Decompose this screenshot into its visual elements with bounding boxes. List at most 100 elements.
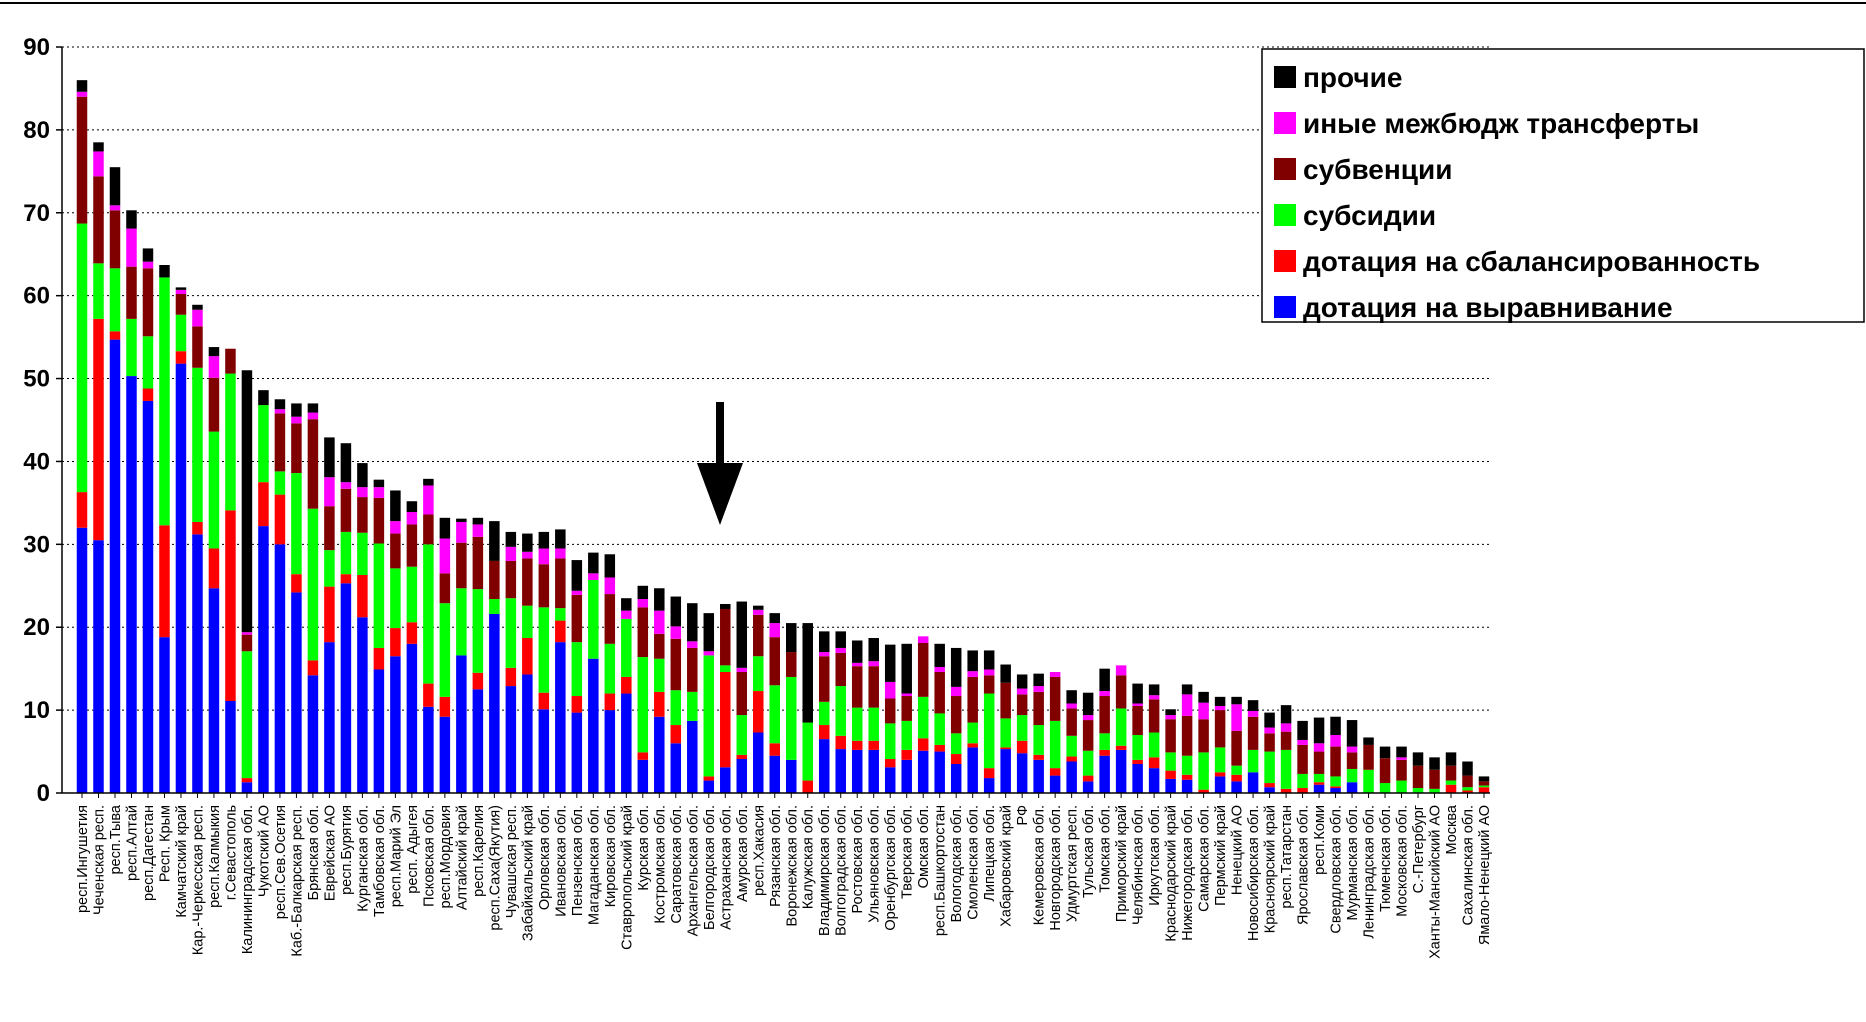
bar-segment bbox=[786, 676, 797, 760]
x-tick-label: Челябинская обл. bbox=[1131, 805, 1147, 925]
bar-segment bbox=[406, 524, 418, 567]
bar-segment bbox=[192, 367, 203, 522]
bar-segment bbox=[175, 289, 187, 294]
bar-segment bbox=[76, 492, 88, 528]
bar-segment bbox=[983, 669, 995, 676]
bar-segment bbox=[983, 768, 995, 779]
bar-segment bbox=[1297, 773, 1308, 789]
bar-segment bbox=[588, 658, 599, 793]
bar-segment bbox=[1066, 761, 1077, 793]
bar-segment bbox=[555, 608, 566, 621]
bar-segment bbox=[307, 675, 319, 793]
x-tick-label: Приморский край bbox=[1114, 805, 1130, 922]
bar-segment bbox=[983, 693, 995, 769]
bar-segment bbox=[258, 405, 269, 483]
bar-segment bbox=[1330, 786, 1341, 789]
bar-segment bbox=[225, 348, 236, 374]
bar-segment bbox=[1346, 746, 1358, 753]
x-tick-label: Смоленская обл. bbox=[966, 805, 982, 920]
bar-segment bbox=[208, 347, 220, 357]
y-tick-label: 40 bbox=[23, 448, 50, 475]
bar-segment bbox=[142, 388, 154, 401]
bar-segment bbox=[687, 603, 698, 642]
bar-segment bbox=[291, 423, 302, 474]
bar-segment bbox=[1181, 684, 1193, 695]
bar-segment bbox=[489, 560, 500, 600]
bar-segment bbox=[1165, 709, 1176, 716]
bar-segment bbox=[1181, 755, 1193, 775]
x-tick-label: Липецкая обл. bbox=[982, 805, 998, 902]
bar-segment bbox=[835, 647, 846, 653]
bar-segment bbox=[192, 521, 203, 535]
bar-segment bbox=[1016, 694, 1028, 716]
bar-segment bbox=[967, 650, 978, 672]
x-tick-label: Камчатский край bbox=[174, 805, 190, 918]
bar-segment bbox=[208, 377, 220, 432]
bar-segment bbox=[307, 403, 319, 413]
bar-segment bbox=[769, 743, 780, 756]
bar-segment bbox=[654, 658, 665, 692]
legend-swatch bbox=[1274, 204, 1296, 226]
bar-segment bbox=[208, 548, 220, 589]
bar-segment bbox=[654, 588, 665, 611]
bar-segment bbox=[175, 314, 187, 352]
bar-segment bbox=[142, 336, 154, 389]
bar-segment bbox=[159, 277, 170, 526]
bar-segment bbox=[538, 692, 550, 710]
bar-segment bbox=[736, 667, 748, 672]
bar-segment bbox=[192, 304, 203, 310]
x-tick-label: Кемеровская обл. bbox=[1032, 805, 1048, 925]
bar-segment bbox=[489, 521, 500, 561]
bar-segment bbox=[1066, 690, 1077, 704]
x-tick-label: Еврейская АО bbox=[322, 805, 338, 901]
bar-segment bbox=[307, 412, 319, 420]
bar-segment bbox=[851, 662, 863, 667]
bar-segment bbox=[340, 531, 352, 575]
x-tick-label: респ.Калмыкия bbox=[207, 805, 223, 908]
bar-segment bbox=[1429, 788, 1440, 793]
bar-segment bbox=[637, 759, 649, 793]
bar-segment bbox=[489, 613, 500, 793]
bar-segment bbox=[967, 747, 978, 793]
bar-segment bbox=[851, 740, 863, 750]
x-tick-label: Кар.-Черкесская респ. bbox=[190, 805, 206, 955]
bar-segment bbox=[1412, 788, 1424, 793]
legend-swatch bbox=[1274, 250, 1296, 272]
bar-segment bbox=[522, 605, 533, 638]
x-tick-label: Чукотский АО bbox=[256, 805, 272, 897]
bar-segment bbox=[769, 623, 780, 638]
bar-segment bbox=[109, 205, 121, 211]
bar-segment bbox=[1198, 691, 1209, 703]
bar-segment bbox=[538, 709, 550, 793]
bar-segment bbox=[1181, 715, 1193, 756]
bar-segment bbox=[1313, 782, 1325, 785]
bar-segment bbox=[1247, 749, 1259, 773]
x-tick-label: Томская обл. bbox=[1098, 805, 1114, 893]
bar-segment bbox=[307, 419, 319, 509]
bar-segment bbox=[1115, 708, 1127, 746]
legend: прочие иные межбюдж трансферты субвенции су… bbox=[1261, 48, 1865, 323]
bar-segment bbox=[1412, 752, 1424, 766]
x-tick-label: Ульяновская обл. bbox=[867, 805, 883, 923]
legend-swatch bbox=[1274, 158, 1296, 180]
bar-segment bbox=[1132, 759, 1143, 764]
x-tick-label: Рязанская обл. bbox=[768, 805, 784, 907]
x-tick-label: респ.Сев.Осетия bbox=[273, 805, 289, 919]
bar-segment bbox=[818, 656, 830, 702]
bar-segment bbox=[604, 577, 616, 595]
bar-segment bbox=[1264, 712, 1275, 728]
legend-label: дотация на выравнивание bbox=[1303, 292, 1673, 323]
x-tick-label: респ.Татарстан bbox=[1279, 805, 1295, 909]
x-tick-label: Московская обл. bbox=[1395, 805, 1411, 917]
bar-segment bbox=[588, 573, 599, 580]
bar-segment bbox=[1297, 744, 1308, 774]
bar-segment bbox=[753, 732, 764, 793]
bar-segment bbox=[1462, 790, 1473, 793]
bar-segment bbox=[1429, 769, 1440, 789]
bar-segment bbox=[373, 487, 385, 498]
bar-segment bbox=[291, 574, 302, 593]
x-tick-label: респ.Мордовия bbox=[438, 805, 454, 908]
bar-segment bbox=[1346, 768, 1358, 783]
bar-segment bbox=[423, 544, 434, 684]
x-tick-label: Тамбовская обл. bbox=[372, 805, 388, 917]
